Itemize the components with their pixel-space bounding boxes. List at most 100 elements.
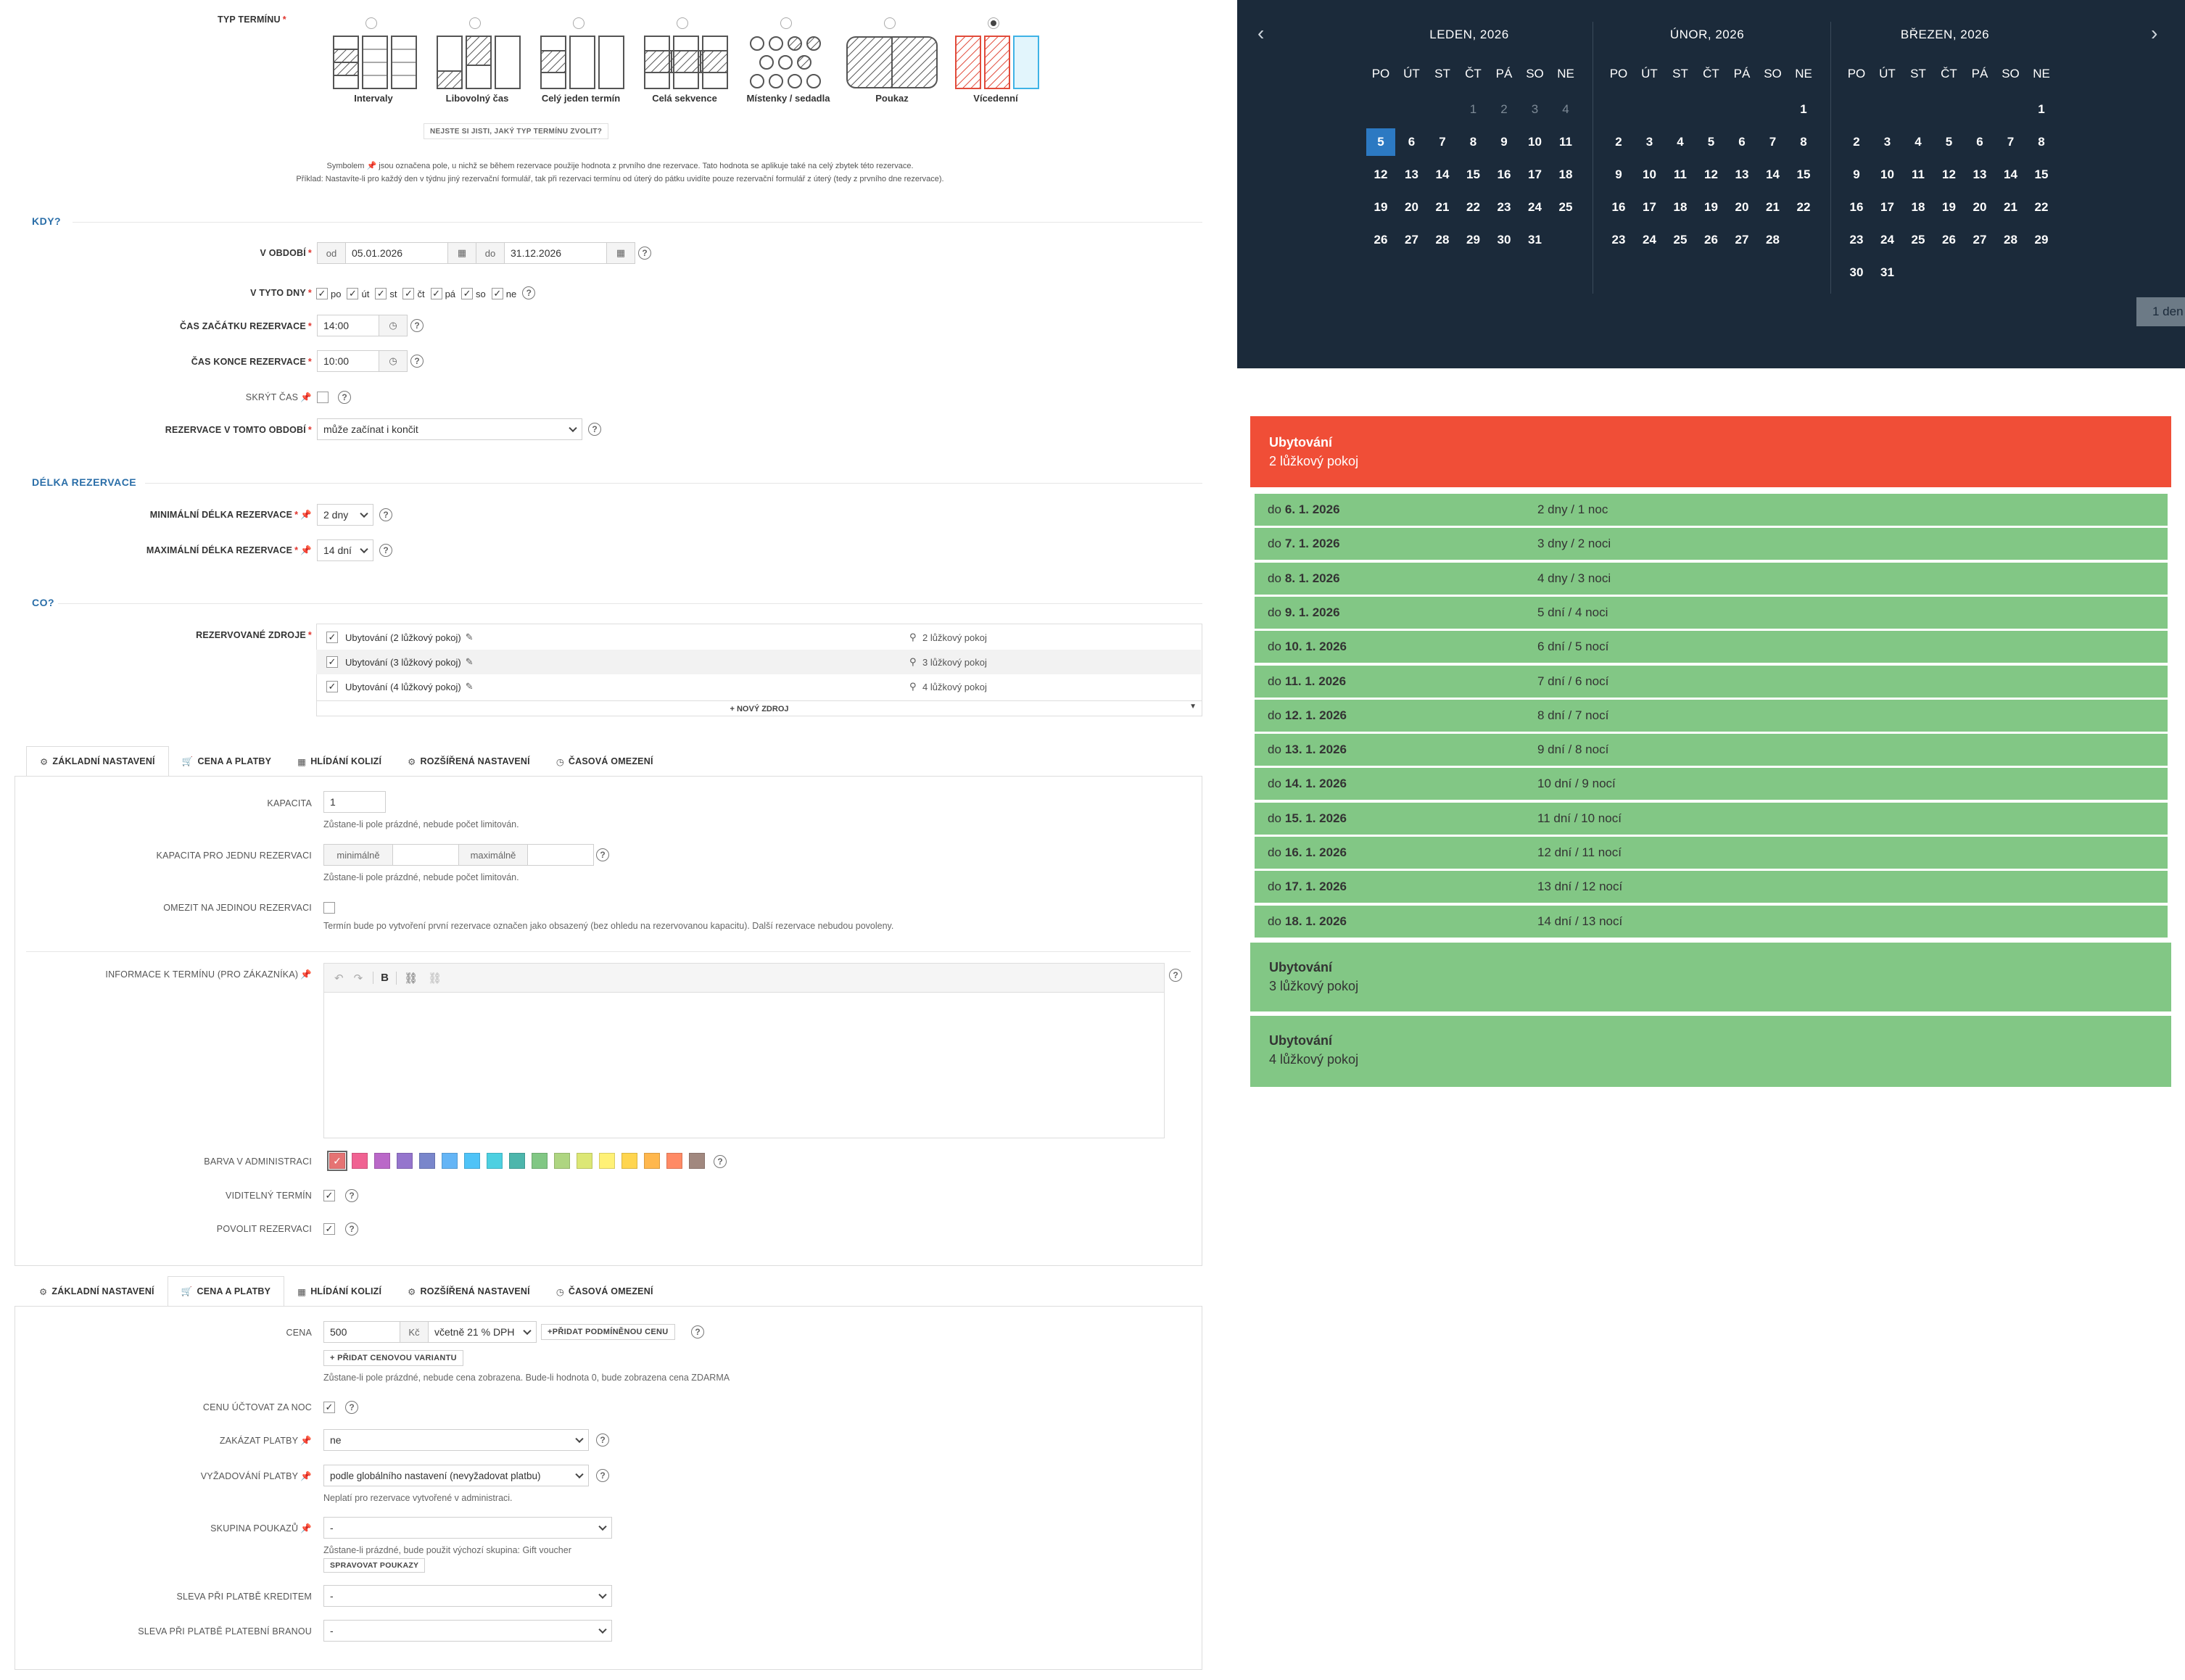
calendar-day[interactable]: 18 [1673,200,1688,214]
color-swatch[interactable] [577,1153,592,1169]
calendar-day[interactable]: 25 [1558,200,1573,214]
help-icon[interactable]: ? [379,544,392,557]
calendar-day[interactable]: 31 [1528,233,1542,247]
calendar-day[interactable]: 2 [1500,102,1508,116]
max-length-select[interactable]: 14 dní [317,539,373,561]
term-type-mistenky[interactable]: Místenky / sedadla [738,15,839,109]
hide-time-checkbox[interactable] [317,392,329,403]
tab-casova[interactable]: ◷ ČASOVÁ OMEZENÍ [555,1286,653,1297]
calendar-day[interactable]: 11 [1674,167,1687,181]
calendar-day[interactable]: 13 [1405,167,1418,181]
undo-icon[interactable]: ↶ [334,972,344,985]
help-icon[interactable]: ? [338,391,351,404]
calendar-day[interactable]: 18 [1911,200,1925,214]
period-mode-select[interactable]: může začínat i končit [317,418,582,440]
clock-icon[interactable]: ◷ [379,350,408,372]
prev-month-icon[interactable]: ‹ [1257,22,1265,44]
calendar-day[interactable]: 1 [1800,102,1807,116]
calendar-day[interactable]: 11 [1559,135,1572,149]
day-checkbox[interactable]: ✓ [316,288,328,299]
calendar-day[interactable]: 1 [2038,102,2045,116]
resource-row[interactable]: ✓ Ubytování (3 lůžkový pokoj) ✎ ⚲ 3 lůžko… [316,650,1201,674]
term-type-radio[interactable] [469,17,481,29]
calendar-day[interactable]: 30 [1849,265,1864,279]
term-type-radio[interactable] [884,17,896,29]
credit-discount-select[interactable]: - [323,1585,612,1607]
calendar-day[interactable]: 22 [2034,200,2049,214]
calendar-day[interactable]: 7 [2007,135,2015,149]
calendar-day[interactable]: 20 [1735,200,1749,214]
edit-icon[interactable]: ✎ [465,681,474,692]
calendar-day[interactable]: 17 [1528,167,1542,181]
calendar-day[interactable]: 20 [1973,200,1987,214]
resource-row[interactable]: ✓ Ubytování (2 lůžkový pokoj) ✎ ⚲ 2 lůžko… [316,625,1201,650]
help-icon[interactable]: ? [596,1433,609,1447]
clock-icon[interactable]: ◷ [379,315,408,336]
offer-row[interactable]: do 16. 1. 2026 12 dní / 11 nocí [1255,837,2168,869]
calendar-day[interactable]: 22 [1796,200,1811,214]
calendar-day[interactable]: 3 [1645,135,1653,149]
day-checkbox[interactable]: ✓ [375,288,387,299]
day-checkbox[interactable]: ✓ [347,288,359,299]
calendar-day[interactable]: 17 [1880,200,1894,214]
edit-icon[interactable]: ✎ [465,632,474,642]
term-type-cela-sekvence[interactable]: Celá sekvence [634,15,735,109]
calendar-day[interactable]: 25 [1911,233,1925,247]
calendar-day[interactable]: 4 [1562,102,1569,116]
help-icon[interactable]: ? [345,1189,358,1202]
calendar-day[interactable]: 29 [2034,233,2049,247]
edit-icon[interactable]: ✎ [465,656,474,667]
offer-header-selected[interactable]: Ubytování 2 lůžkový pokoj [1250,416,2171,487]
term-type-radio[interactable] [780,17,792,29]
tab-kolize[interactable]: ▦ HLÍDÁNÍ KOLIZÍ [297,1286,382,1297]
calendar-day[interactable]: 27 [1735,233,1749,247]
calendar-day[interactable]: 14 [2004,167,2017,181]
calendar-day[interactable]: 31 [1880,265,1894,279]
help-icon[interactable]: ? [410,355,424,368]
color-swatch[interactable] [397,1153,413,1169]
calendar-day[interactable]: 15 [2034,167,2049,181]
offer-row[interactable]: do 7. 1. 2026 3 dny / 2 noci [1255,528,2168,560]
offer-row[interactable]: do 14. 1. 2026 10 dní / 9 nocí [1255,768,2168,800]
calendar-day[interactable]: 8 [2038,135,2045,149]
calendar-day[interactable]: 3 [1883,135,1891,149]
calendar-day[interactable]: 26 [1942,233,1956,247]
calendar-day[interactable]: 8 [1469,135,1477,149]
calendar-day[interactable]: 18 [1558,167,1573,181]
calendar-day[interactable]: 24 [1643,233,1656,247]
start-time-input[interactable]: 14:00 [317,315,379,336]
calendar-icon[interactable]: ▦ [447,242,476,264]
from-date-input[interactable]: 05.01.2026 [345,242,448,264]
limit-single-checkbox[interactable] [323,902,335,914]
offer-row[interactable]: do 15. 1. 2026 11 dní / 10 nocí [1255,802,2168,835]
calendar-day[interactable]: 17 [1643,200,1656,214]
calendar-day[interactable]: 27 [1405,233,1418,247]
day-checkbox[interactable]: ✓ [491,288,503,299]
offer-row[interactable]: do 13. 1. 2026 9 dní / 8 nocí [1255,734,2168,766]
calendar-day[interactable]: 4 [1677,135,1684,149]
offer-row[interactable]: do 12. 1. 2026 8 dní / 7 nocí [1255,699,2168,732]
term-type-libovolny[interactable]: Libovolný čas [426,15,528,109]
calendar-day[interactable]: 26 [1704,233,1718,247]
tab-kolize[interactable]: ▦ HLÍDÁNÍ KOLIZÍ [297,756,382,767]
calendar-day[interactable]: 5 [1707,135,1715,149]
help-icon[interactable]: ? [596,1469,609,1482]
calendar-day[interactable]: 11 [1912,167,1925,181]
color-swatch[interactable] [352,1153,368,1169]
tab-zakladni[interactable]: ⚙ ZÁKLADNÍ NASTAVENÍ [26,746,169,777]
color-swatch[interactable] [442,1153,458,1169]
resource-checkbox[interactable]: ✓ [326,656,338,668]
next-month-icon[interactable]: › [2151,22,2158,44]
price-input[interactable]: 500 [323,1321,400,1343]
visible-checkbox[interactable]: ✓ [323,1190,335,1201]
calendar-day[interactable]: 10 [1880,167,1894,181]
calendar-icon[interactable]: ▦ [606,242,635,264]
calendar-day[interactable]: 21 [1435,200,1450,214]
redo-icon[interactable]: ↷ [353,972,363,985]
calendar-day[interactable]: 29 [1466,233,1480,247]
offer-header[interactable]: Ubytování 3 lůžkový pokoj [1250,943,2171,1011]
term-type-radio[interactable] [573,17,585,29]
add-conditional-price-button[interactable]: +PŘIDAT PODMÍNĚNOU CENU [541,1324,675,1340]
day-checkbox[interactable]: ✓ [461,288,474,299]
color-swatch[interactable] [532,1153,548,1169]
